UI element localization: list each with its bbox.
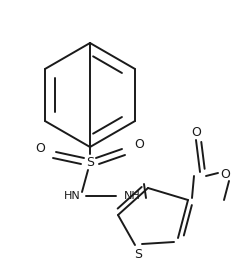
Text: NH: NH <box>124 191 140 201</box>
Text: S: S <box>134 248 142 260</box>
Text: O: O <box>35 142 45 155</box>
Text: HN: HN <box>64 191 80 201</box>
Text: O: O <box>220 167 230 180</box>
Text: O: O <box>134 139 144 152</box>
Text: O: O <box>191 125 201 139</box>
Text: S: S <box>86 155 94 169</box>
